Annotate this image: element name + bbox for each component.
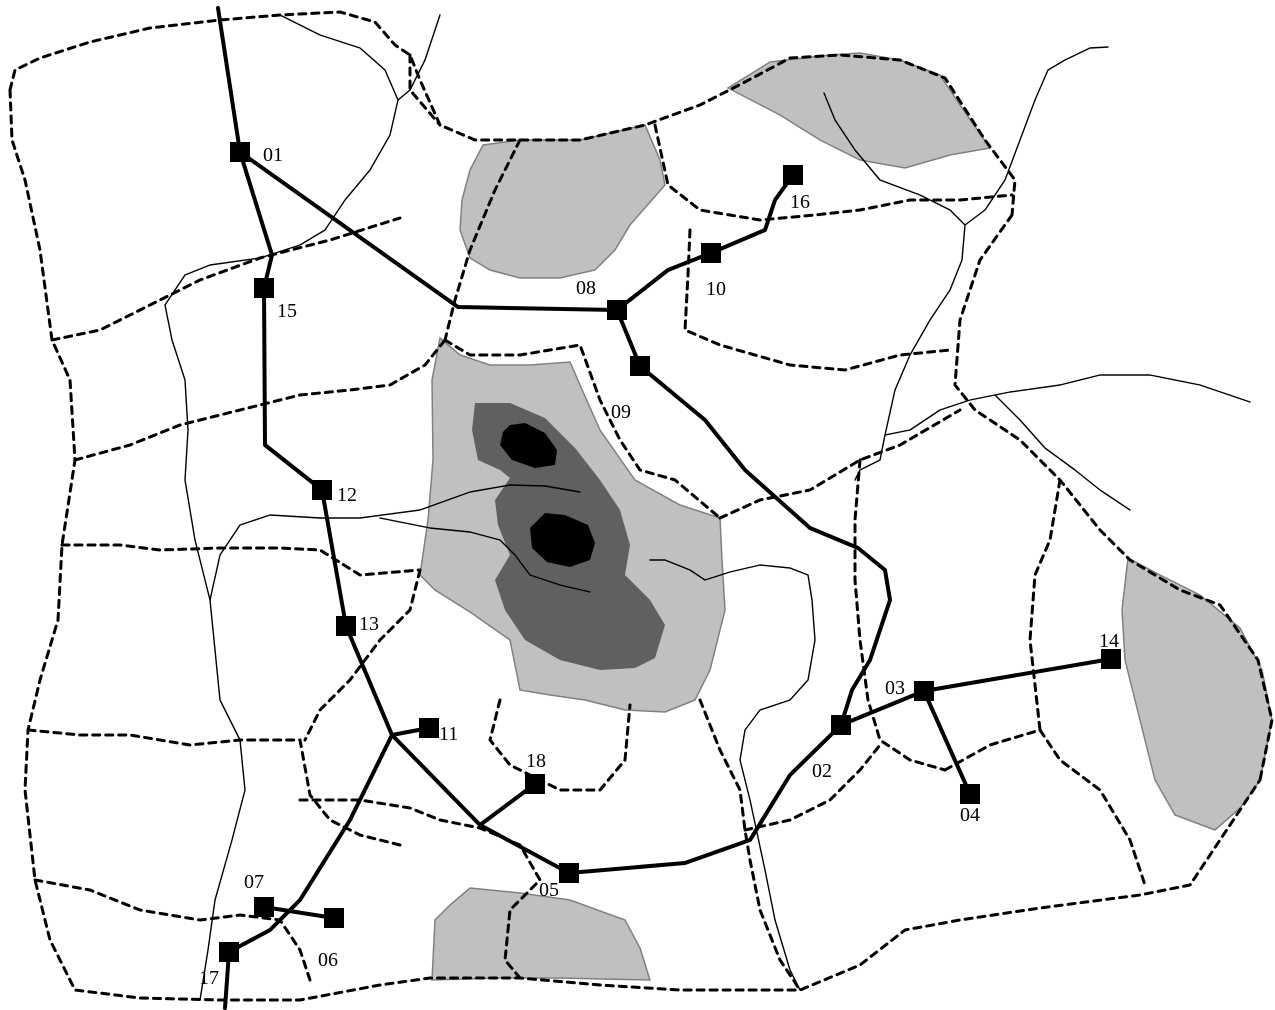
station-label-13: 13 — [359, 613, 379, 635]
station-label-04: 04 — [960, 804, 980, 826]
station-marker-17 — [219, 942, 239, 962]
river-center-west — [209, 484, 581, 601]
station-label-18: 18 — [526, 750, 546, 772]
station-label-15: 15 — [277, 300, 297, 322]
zone-dark-lower — [530, 513, 595, 567]
boundary-center-south — [488, 698, 632, 792]
river-east — [884, 374, 1251, 436]
station-marker-02 — [831, 715, 851, 735]
station-marker-12 — [312, 480, 332, 500]
boundary-east-inner-ring — [943, 728, 1147, 887]
boundary-north-mid — [408, 53, 442, 127]
boundary-outer-right — [953, 213, 1274, 782]
station-label-05: 05 — [539, 879, 559, 901]
station-marker-04 — [960, 784, 980, 804]
station-label-16: 16 — [790, 191, 810, 213]
station-marker-11 — [419, 718, 439, 738]
river-north-west — [164, 14, 399, 601]
boundary-east-low — [743, 743, 882, 832]
boundary-south-east-link — [698, 698, 802, 992]
river-center-branch — [379, 517, 591, 593]
network-08-16 — [615, 173, 795, 312]
station-marker-01 — [230, 142, 250, 162]
station-label-02: 02 — [812, 760, 832, 782]
rivers — [164, 14, 1251, 1001]
station-label-11: 11 — [439, 723, 458, 745]
boundary-south-center — [298, 798, 542, 980]
network-lines — [216, 6, 1113, 1010]
network-07-06 — [262, 905, 336, 920]
station-marker-18 — [525, 774, 545, 794]
zone-light-bottom-center — [431, 887, 652, 981]
station-marker-09 — [630, 356, 650, 376]
boundary-east-center — [718, 408, 962, 520]
station-marker-03 — [914, 681, 934, 701]
river-center-east — [649, 559, 816, 991]
network-main-west — [216, 6, 1113, 875]
station-marker-16 — [783, 165, 803, 185]
station-marker-08 — [607, 300, 627, 320]
network-08-02 — [615, 308, 892, 727]
station-marker-14 — [1101, 649, 1121, 669]
station-marker-05 — [559, 863, 579, 883]
boundary-outer-top — [8, 10, 1017, 217]
shaded-zones — [419, 52, 1273, 981]
network-03-04 — [922, 689, 972, 796]
station-marker-10 — [701, 243, 721, 263]
boundary-center-east — [683, 228, 952, 372]
boundary-center-top — [443, 138, 522, 342]
zone-dark-upper — [500, 423, 557, 468]
river-north-east — [854, 46, 1109, 481]
station-nodes — [219, 142, 1121, 962]
station-label-06: 06 — [318, 949, 338, 971]
boundary-west-upper — [50, 216, 402, 342]
station-label-10: 10 — [706, 278, 726, 300]
station-label-12: 12 — [337, 484, 357, 506]
network-01-08 — [238, 150, 619, 312]
boundary-east-south — [1028, 478, 1062, 732]
boundary-west-mid — [73, 338, 447, 462]
station-marker-15 — [254, 278, 274, 298]
station-label-09: 09 — [611, 401, 631, 423]
boundary-outer-left — [8, 88, 1262, 1002]
boundary-south-mid — [303, 568, 422, 742]
station-label-14: 14 — [1099, 630, 1119, 652]
river-north-east-branch — [823, 92, 966, 226]
station-marker-06 — [324, 908, 344, 928]
station-label-17: 17 — [199, 967, 219, 989]
dashed-boundaries — [8, 10, 1274, 1002]
station-label-08: 08 — [576, 277, 596, 299]
river-north-branch — [397, 14, 441, 101]
boundary-center-ring — [443, 338, 722, 520]
river-west-down — [199, 599, 246, 1001]
station-label-03: 03 — [885, 677, 905, 699]
station-label-07: 07 — [244, 871, 264, 893]
boundary-south-lower-left — [33, 878, 312, 982]
station-labels: 01 02 03 04 05 06 07 08 09 10 11 12 13 1… — [199, 144, 1119, 989]
station-label-01: 01 — [263, 144, 283, 166]
station-marker-07 — [254, 897, 274, 917]
station-marker-13 — [336, 616, 356, 636]
boundary-east-vertical — [853, 458, 947, 772]
zone-light-right — [1121, 556, 1273, 831]
river-east-branch — [994, 394, 1131, 511]
boundary-west-lower — [60, 543, 422, 577]
